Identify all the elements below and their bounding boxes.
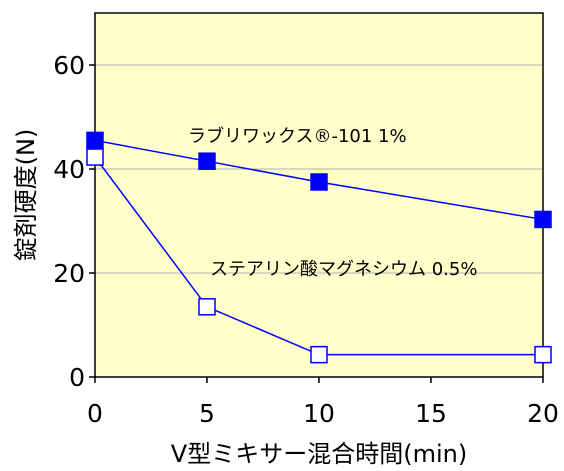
- data-point-filled: [198, 152, 216, 170]
- series-annotation: ラブリワックス®-101 1%: [188, 125, 407, 147]
- y-tick-label: 40: [53, 155, 85, 184]
- gridlines: [95, 64, 543, 274]
- data-point-open: [86, 148, 104, 166]
- x-tick-label: 10: [303, 399, 335, 428]
- annotations: ラブリワックス®-101 1% ステアリン酸マグネシウム 0.5%: [188, 125, 477, 280]
- data-point-open: [534, 345, 552, 364]
- x-tick-label: 15: [415, 399, 447, 428]
- y-axis-label: 錠剤硬度(N): [12, 129, 40, 262]
- x-axis-label: V型ミキサー混合時間(min): [171, 440, 467, 468]
- y-tick-label: 20: [53, 259, 85, 288]
- data-point-filled: [534, 210, 552, 229]
- series-line: [94, 139, 544, 221]
- x-tick-label: 0: [87, 399, 103, 428]
- y-axis-ticks: 0 20 40 60: [53, 51, 95, 392]
- series-2: [86, 148, 552, 364]
- x-tick-label: 5: [199, 399, 215, 428]
- plot-area: [95, 13, 543, 377]
- data-point-open: [310, 345, 328, 364]
- y-tick-label: 0: [69, 363, 85, 392]
- data-point-filled: [310, 173, 328, 191]
- data-point-open: [198, 298, 216, 316]
- y-tick-label: 60: [53, 51, 85, 80]
- data-point-filled: [86, 131, 104, 150]
- x-axis-ticks: 0 5 10 15 20: [87, 377, 559, 428]
- x-tick-label: 20: [527, 399, 559, 428]
- series-line: [94, 156, 543, 356]
- series-annotation: ステアリン酸マグネシウム 0.5%: [210, 259, 477, 280]
- series-1: [86, 131, 552, 229]
- data-series: [86, 131, 552, 364]
